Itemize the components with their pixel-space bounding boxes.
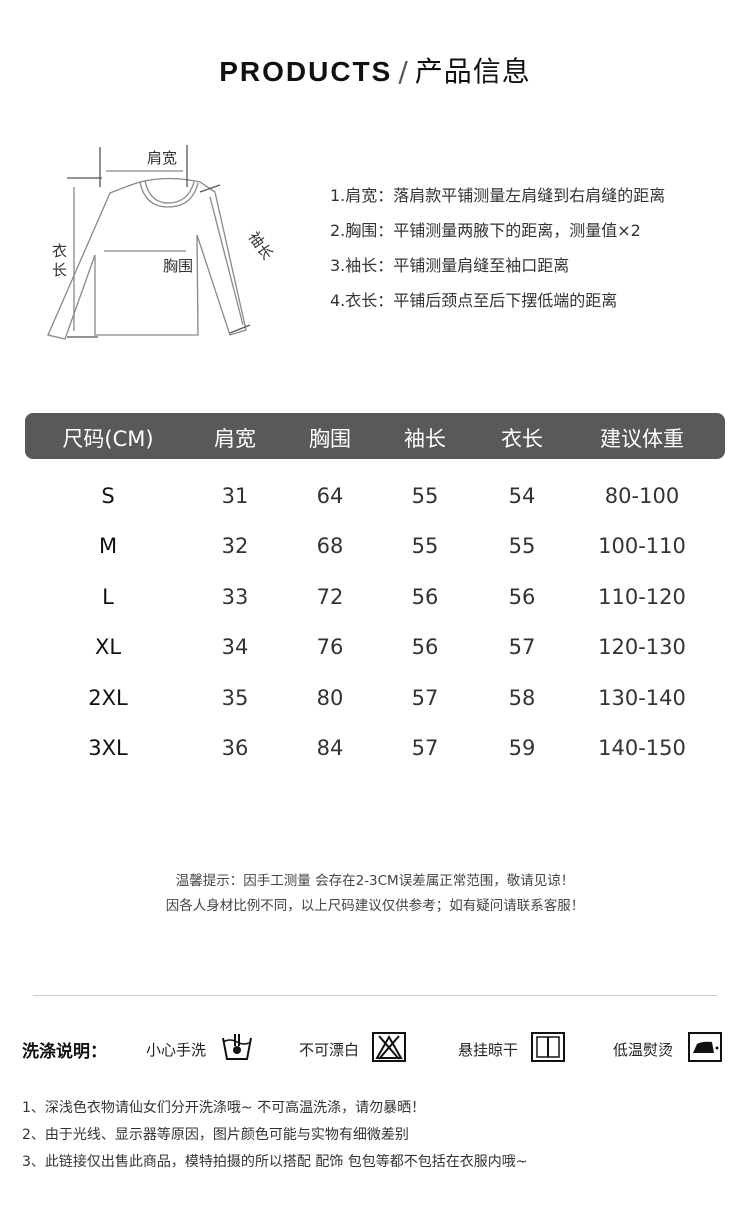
cell-sleeve: 55 — [411, 484, 439, 508]
cell-size: S — [101, 484, 115, 508]
cell-shoulder: 33 — [221, 584, 249, 609]
cell-shoulder: 35 — [221, 685, 249, 710]
cell-length: 58 — [508, 685, 536, 710]
note-item: 3.袖长：平铺测量肩缝至袖口距离 — [330, 256, 570, 275]
header-size: 尺码(CM) — [62, 427, 154, 451]
care-label: 低温熨烫 — [613, 1041, 674, 1059]
header-chest: 胸围 — [309, 427, 351, 451]
label-length-2: 长 — [52, 261, 68, 279]
cell-chest: 84 — [316, 736, 344, 760]
cell-sleeve: 56 — [411, 584, 439, 609]
divider — [33, 995, 717, 996]
header-sleeve: 袖长 — [404, 427, 446, 451]
cell-shoulder: 32 — [221, 534, 249, 559]
cell-size: L — [102, 584, 114, 609]
cell-chest: 72 — [316, 584, 344, 609]
cell-sleeve: 56 — [411, 635, 439, 660]
cell-length: 57 — [508, 635, 536, 660]
measurement-notes: 1.肩宽：落肩款平铺测量左肩缝到右肩缝的距离 2.胸围：平铺测量两腋下的距离，测… — [330, 178, 665, 318]
cell-chest: 68 — [316, 534, 344, 559]
table-row: XL 34 76 56 57 120-130 — [0, 635, 750, 665]
care-instructions: 洗涤说明： 小心手洗 不可漂白 悬挂晾干 低温熨烫 — [0, 1030, 750, 1066]
table-row: S 31 64 55 54 80-100 — [0, 484, 750, 514]
cell-size: 3XL — [88, 736, 128, 760]
cell-weight: 110-120 — [598, 584, 686, 609]
note-item: 2.胸围：平铺测量两腋下的距离，测量值×2 — [330, 221, 641, 240]
cell-weight: 100-110 — [598, 534, 686, 559]
table-row: 2XL 35 80 57 58 130-140 — [0, 686, 750, 716]
care-title: 洗涤说明： — [22, 1042, 107, 1062]
table-row: L 33 72 56 56 110-120 — [0, 585, 750, 615]
header-shoulder: 肩宽 — [214, 427, 256, 451]
title-separator: / — [398, 55, 409, 88]
care-label: 悬挂晾干 — [458, 1041, 519, 1059]
cell-chest: 76 — [316, 635, 344, 660]
header-length: 衣长 — [501, 427, 543, 451]
footer-note: 3、此链接仅出售此商品，模特拍摄的所以搭配 配饰 包包等都不包括在衣服内哦~ — [22, 1154, 528, 1170]
title-cn: 产品信息 — [414, 55, 531, 88]
label-length-1: 衣 — [52, 242, 68, 260]
cell-sleeve: 57 — [411, 685, 439, 710]
cell-sleeve: 57 — [411, 736, 439, 760]
care-label: 小心手洗 — [146, 1041, 207, 1059]
footer-note: 2、由于光线、显示器等原因，图片颜色可能与实物有细微差别 — [22, 1127, 409, 1143]
no-bleach-icon — [372, 1032, 406, 1062]
cell-weight: 120-130 — [598, 635, 686, 660]
cell-length: 54 — [508, 484, 536, 508]
line-dry-icon — [531, 1032, 565, 1062]
cell-length: 55 — [508, 534, 536, 559]
cell-size: XL — [94, 635, 122, 660]
cell-shoulder: 31 — [221, 484, 249, 508]
cell-length: 56 — [508, 584, 536, 609]
header-weight: 建议体重 — [600, 427, 684, 451]
cell-size: 2XL — [88, 685, 128, 710]
cell-shoulder: 34 — [221, 635, 249, 660]
cell-sleeve: 55 — [411, 534, 439, 559]
table-row: 3XL 36 84 57 59 140-150 — [0, 736, 750, 766]
tip-line: 温馨提示：因手工测量 会存在2-3CM误差属正常范围，敬请见谅！ — [175, 873, 575, 889]
cell-shoulder: 36 — [221, 736, 249, 760]
page-title: PRODUCTS / 产品信息 — [0, 50, 750, 90]
cell-weight: 130-140 — [598, 685, 686, 710]
cell-chest: 64 — [316, 484, 344, 508]
cell-weight: 80-100 — [604, 484, 680, 508]
size-table-header: 尺码(CM) 肩宽 胸围 袖长 衣长 建议体重 — [25, 413, 725, 459]
care-label: 不可漂白 — [299, 1041, 360, 1059]
sweater-icon — [47, 145, 251, 340]
label-chest: 胸围 — [163, 257, 194, 275]
title-en: PRODUCTS — [219, 56, 393, 87]
tip-line: 因各人身材比例不同，以上尺码建议仅供参考；如有疑问请联系客服！ — [165, 898, 585, 914]
hand-wash-icon — [222, 1034, 252, 1060]
measurement-diagram: 肩宽 胸围 袖长 衣 长 — [40, 135, 320, 350]
table-row: M 32 68 55 55 100-110 — [0, 534, 750, 564]
label-shoulder: 肩宽 — [147, 149, 178, 167]
cell-length: 59 — [508, 736, 536, 760]
cell-chest: 80 — [316, 685, 344, 710]
low-iron-icon — [688, 1032, 722, 1062]
note-item: 4.衣长：平铺后颈点至后下摆低端的距离 — [330, 291, 618, 310]
footer-note: 1、深浅色衣物请仙女们分开洗涤哦~ 不可高温洗涤，请勿暴晒！ — [22, 1100, 426, 1116]
cell-size: M — [98, 534, 118, 559]
cell-weight: 140-150 — [598, 736, 686, 760]
note-item: 1.肩宽：落肩款平铺测量左肩缝到右肩缝的距离 — [330, 186, 666, 205]
